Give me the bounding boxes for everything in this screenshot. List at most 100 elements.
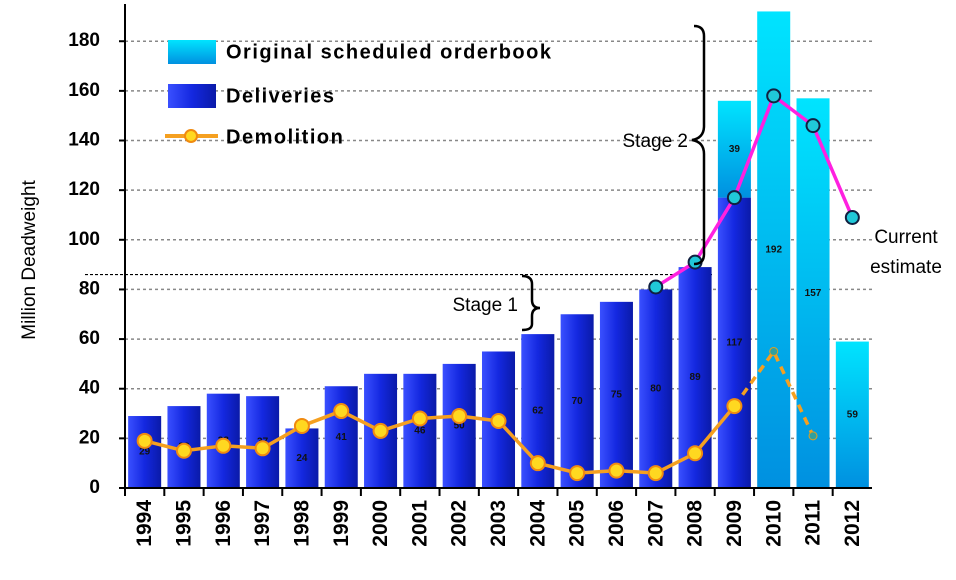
x-tick-label: 2012 xyxy=(841,500,864,547)
marker xyxy=(490,412,507,429)
y-tick-label: 160 xyxy=(68,80,100,101)
bar xyxy=(128,416,162,488)
x-tick-label: 2000 xyxy=(369,500,392,547)
x-tick-label: 2005 xyxy=(566,500,589,547)
marker xyxy=(766,88,782,104)
bar xyxy=(285,428,319,488)
x-tick-label: 1999 xyxy=(330,500,353,547)
axes: 0 20 40 60 80 100 120 140 160 180 1994 1995 1996 1997… xyxy=(68,4,872,547)
marker xyxy=(726,398,743,415)
marker xyxy=(529,455,546,472)
x-tick-label: 1995 xyxy=(173,500,196,547)
y-tick-label: 0 xyxy=(89,477,100,498)
bars: 2933383724414646505562707580891173919215… xyxy=(128,11,869,489)
estimate-label: Current xyxy=(874,227,938,248)
value-label: 80 xyxy=(650,383,662,394)
marker xyxy=(648,279,664,295)
lines xyxy=(136,88,860,482)
marker xyxy=(647,465,664,482)
bar xyxy=(796,98,830,489)
bar xyxy=(717,100,751,198)
legend: Original scheduled orderbook Deliveries … xyxy=(165,40,553,148)
marker xyxy=(451,408,468,425)
bar xyxy=(403,373,437,488)
marker xyxy=(254,440,271,457)
x-tick-label: 2007 xyxy=(644,500,667,547)
value-label: 70 xyxy=(572,396,584,407)
value-label: 117 xyxy=(726,337,743,348)
y-tick-label: 60 xyxy=(79,328,100,349)
y-tick-label: 120 xyxy=(68,179,100,200)
value-label: 89 xyxy=(690,372,702,383)
marker xyxy=(372,422,389,439)
marker xyxy=(726,190,742,206)
x-tick-label: 2003 xyxy=(487,500,510,547)
bar xyxy=(639,289,673,488)
legend-label: Demolition xyxy=(226,126,344,148)
estimate-label: estimate xyxy=(870,257,942,278)
x-tick-label: 2001 xyxy=(408,500,431,547)
value-label: 39 xyxy=(729,144,741,155)
marker xyxy=(569,465,586,482)
marker xyxy=(136,432,153,449)
legend-swatch xyxy=(168,40,216,64)
bar xyxy=(599,301,633,488)
marker xyxy=(333,403,350,420)
marker xyxy=(293,417,310,434)
stage2-label: Stage 2 xyxy=(623,131,689,152)
line-projection xyxy=(732,349,815,437)
x-tick-label: 2009 xyxy=(723,500,746,547)
value-label: 192 xyxy=(765,244,782,255)
x-tick-label: 2006 xyxy=(605,500,628,547)
y-tick-label: 80 xyxy=(79,278,100,299)
annotations: Stage 1 Stage 2 Current estimate xyxy=(453,24,942,332)
line xyxy=(144,404,736,475)
marker xyxy=(805,118,821,134)
x-tick-label: 2008 xyxy=(684,500,707,547)
legend-label: Deliveries xyxy=(226,85,336,107)
bar xyxy=(717,197,751,488)
x-tick-label: 2002 xyxy=(448,500,471,547)
stage2-brace xyxy=(691,24,706,266)
marker xyxy=(608,462,625,479)
bar xyxy=(835,341,869,488)
value-label: 29 xyxy=(139,447,151,458)
x-tick-label: 2004 xyxy=(526,500,549,547)
stage1-label: Stage 1 xyxy=(453,295,519,316)
marker xyxy=(215,437,232,454)
bar xyxy=(442,363,476,488)
line xyxy=(654,94,854,289)
marker xyxy=(808,431,818,441)
value-label: 157 xyxy=(805,288,822,299)
legend-swatch xyxy=(168,84,216,108)
marker xyxy=(769,346,779,356)
x-tick-label: 1998 xyxy=(290,500,313,547)
value-label: 41 xyxy=(336,432,348,443)
value-label: 46 xyxy=(414,426,426,437)
y-axis-label: Million Deadweight xyxy=(19,180,40,340)
legend-label: Original scheduled orderbook xyxy=(226,41,553,63)
stage1-brace xyxy=(521,274,541,332)
x-tick-label: 2010 xyxy=(762,500,785,547)
bar xyxy=(560,314,594,488)
x-tick-label: 1994 xyxy=(133,500,156,547)
y-tick-label: 180 xyxy=(68,30,100,51)
x-tick-label: 1997 xyxy=(251,500,274,547)
marker xyxy=(687,445,704,462)
value-label: 62 xyxy=(532,406,544,417)
x-tick-label: 1996 xyxy=(212,500,235,547)
legend-marker xyxy=(184,129,198,143)
marker xyxy=(411,410,428,427)
value-label: 50 xyxy=(454,421,466,432)
y-tick-label: 100 xyxy=(68,229,100,250)
marker xyxy=(175,442,192,459)
y-tick-label: 40 xyxy=(79,378,100,399)
y-tick-label: 140 xyxy=(68,130,100,151)
value-label: 59 xyxy=(847,409,859,420)
y-tick-label: 20 xyxy=(79,427,100,448)
x-tick-label: 2011 xyxy=(802,500,825,546)
value-label: 24 xyxy=(296,453,308,464)
marker xyxy=(844,209,860,225)
value-label: 75 xyxy=(611,390,623,401)
